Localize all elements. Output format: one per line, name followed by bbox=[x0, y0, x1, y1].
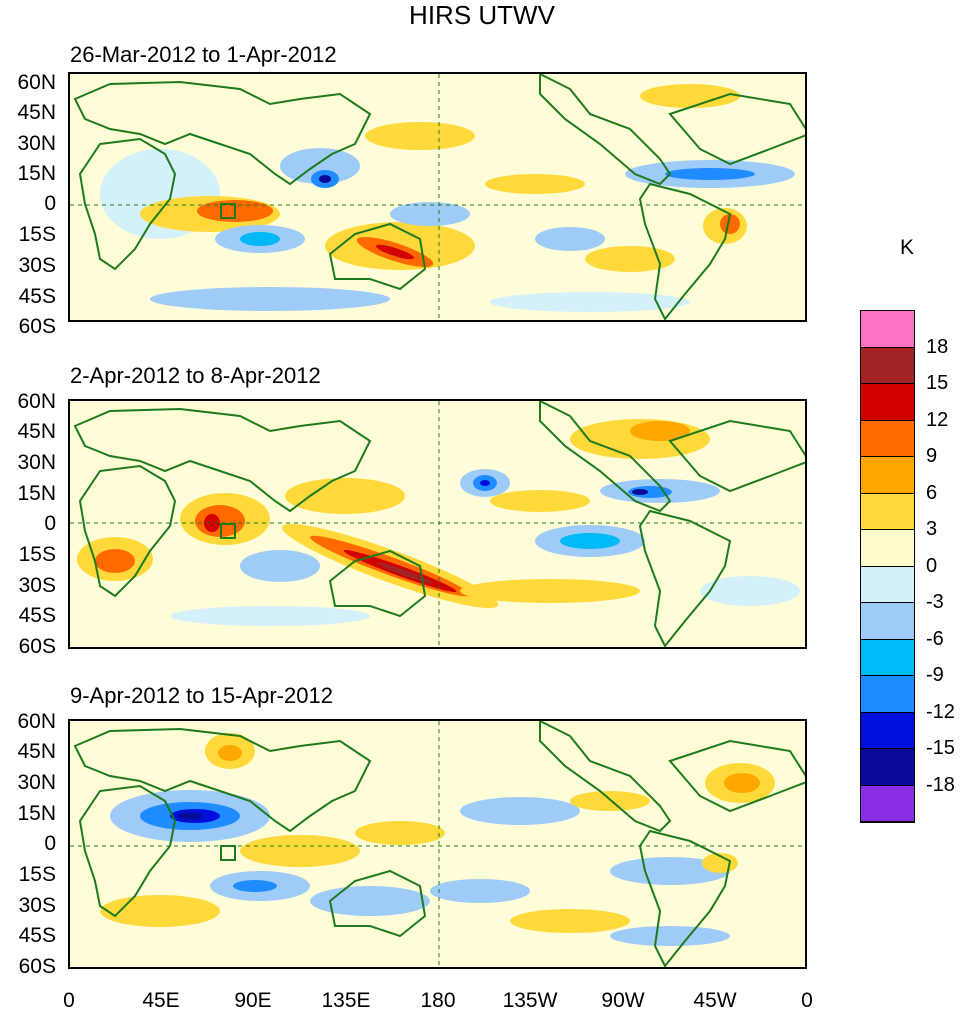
lat-label: 30S bbox=[18, 574, 56, 597]
colorbar-box bbox=[861, 712, 914, 749]
colorbar-label: 18 bbox=[926, 335, 949, 358]
colorbar-box bbox=[861, 785, 914, 822]
lat-label: 60N bbox=[17, 390, 56, 413]
lat-label: 45N bbox=[17, 420, 56, 443]
panel-3-title: 9-Apr-2012 to 15-Apr-2012 bbox=[70, 683, 333, 708]
colorbar-label: -9 bbox=[926, 664, 944, 686]
lat-label: 45S bbox=[18, 285, 56, 308]
lat-label: 15S bbox=[18, 543, 56, 566]
coastlines bbox=[73, 74, 805, 320]
colorbar-label: -18 bbox=[926, 773, 955, 796]
coastlines bbox=[73, 721, 805, 967]
lon-label: 45E bbox=[142, 989, 180, 1012]
lon-label: 0 bbox=[801, 989, 813, 1012]
lat-label: 15S bbox=[18, 863, 56, 886]
colorbar-box bbox=[861, 457, 914, 494]
region-box bbox=[220, 845, 236, 861]
anomaly-contours bbox=[100, 84, 795, 312]
colorbar-label: 9 bbox=[926, 445, 938, 467]
panel-1-title: 26-Mar-2012 to 1-Apr-2012 bbox=[70, 42, 337, 67]
lat-label: 15S bbox=[18, 223, 56, 246]
lon-label: 180 bbox=[420, 989, 456, 1012]
colorbar-label: 15 bbox=[926, 372, 949, 394]
lat-label: 15N bbox=[17, 162, 56, 185]
figure-title: HIRS UTWV bbox=[409, 0, 555, 30]
colorbar-box bbox=[861, 676, 914, 713]
colorbar-box bbox=[861, 639, 914, 676]
lon-label: 90E bbox=[234, 989, 272, 1012]
lon-label: 90W bbox=[601, 989, 645, 1012]
colorbar-label: -3 bbox=[926, 591, 944, 613]
colorbar-label: 6 bbox=[926, 481, 938, 504]
colorbar-box bbox=[861, 749, 914, 786]
colorbar-label: 0 bbox=[926, 554, 938, 577]
colorbar-box bbox=[861, 311, 914, 348]
panel-2-title: 2-Apr-2012 to 8-Apr-2012 bbox=[70, 363, 321, 388]
lat-label: 0 bbox=[44, 832, 56, 855]
colorbar-label: 12 bbox=[926, 408, 949, 431]
anomaly-contours bbox=[77, 419, 800, 626]
lat-label: 15N bbox=[17, 482, 56, 505]
colorbar-box bbox=[861, 420, 914, 457]
lat-label: 30N bbox=[17, 771, 56, 794]
lat-label: 30N bbox=[17, 132, 56, 155]
lon-label: 0 bbox=[63, 989, 75, 1012]
lat-label: 15N bbox=[17, 802, 56, 825]
lat-label: 45S bbox=[18, 604, 56, 627]
colorbar-label: -12 bbox=[926, 700, 955, 723]
colorbar-box bbox=[861, 566, 914, 603]
lat-label: 0 bbox=[44, 512, 56, 535]
lon-label: 45W bbox=[693, 989, 737, 1012]
lat-label: 60N bbox=[17, 71, 56, 94]
region-box bbox=[220, 523, 236, 539]
lon-label: 135E bbox=[321, 989, 371, 1012]
panel-1-map bbox=[68, 72, 807, 322]
colorbar-label: 3 bbox=[926, 518, 938, 540]
colorbar-box bbox=[861, 493, 914, 530]
colorbar-box bbox=[861, 347, 914, 384]
colorbar-label: -15 bbox=[926, 737, 955, 759]
colorbar-box bbox=[861, 530, 914, 567]
panel-2-map bbox=[68, 399, 807, 649]
region-box bbox=[220, 203, 236, 219]
lat-label: 30N bbox=[17, 451, 56, 474]
lat-label: 0 bbox=[44, 192, 56, 215]
lat-label: 60S bbox=[18, 635, 56, 658]
lat-label: 60S bbox=[18, 315, 56, 338]
coastlines bbox=[73, 401, 805, 647]
lat-label: 45N bbox=[17, 740, 56, 763]
colorbar-box bbox=[861, 384, 914, 421]
colorbar-unit: K bbox=[900, 236, 915, 259]
colorbar-label: -6 bbox=[926, 627, 944, 650]
lat-label: 45S bbox=[18, 924, 56, 947]
lat-label: 30S bbox=[18, 894, 56, 917]
lat-label: 30S bbox=[18, 254, 56, 277]
colorbar bbox=[860, 310, 915, 823]
lat-label: 60S bbox=[18, 955, 56, 978]
lon-label: 135W bbox=[502, 989, 558, 1012]
colorbar-box bbox=[861, 603, 914, 640]
lat-label: 60N bbox=[17, 710, 56, 733]
lat-label: 45N bbox=[17, 101, 56, 124]
panel-3-map bbox=[68, 719, 807, 969]
